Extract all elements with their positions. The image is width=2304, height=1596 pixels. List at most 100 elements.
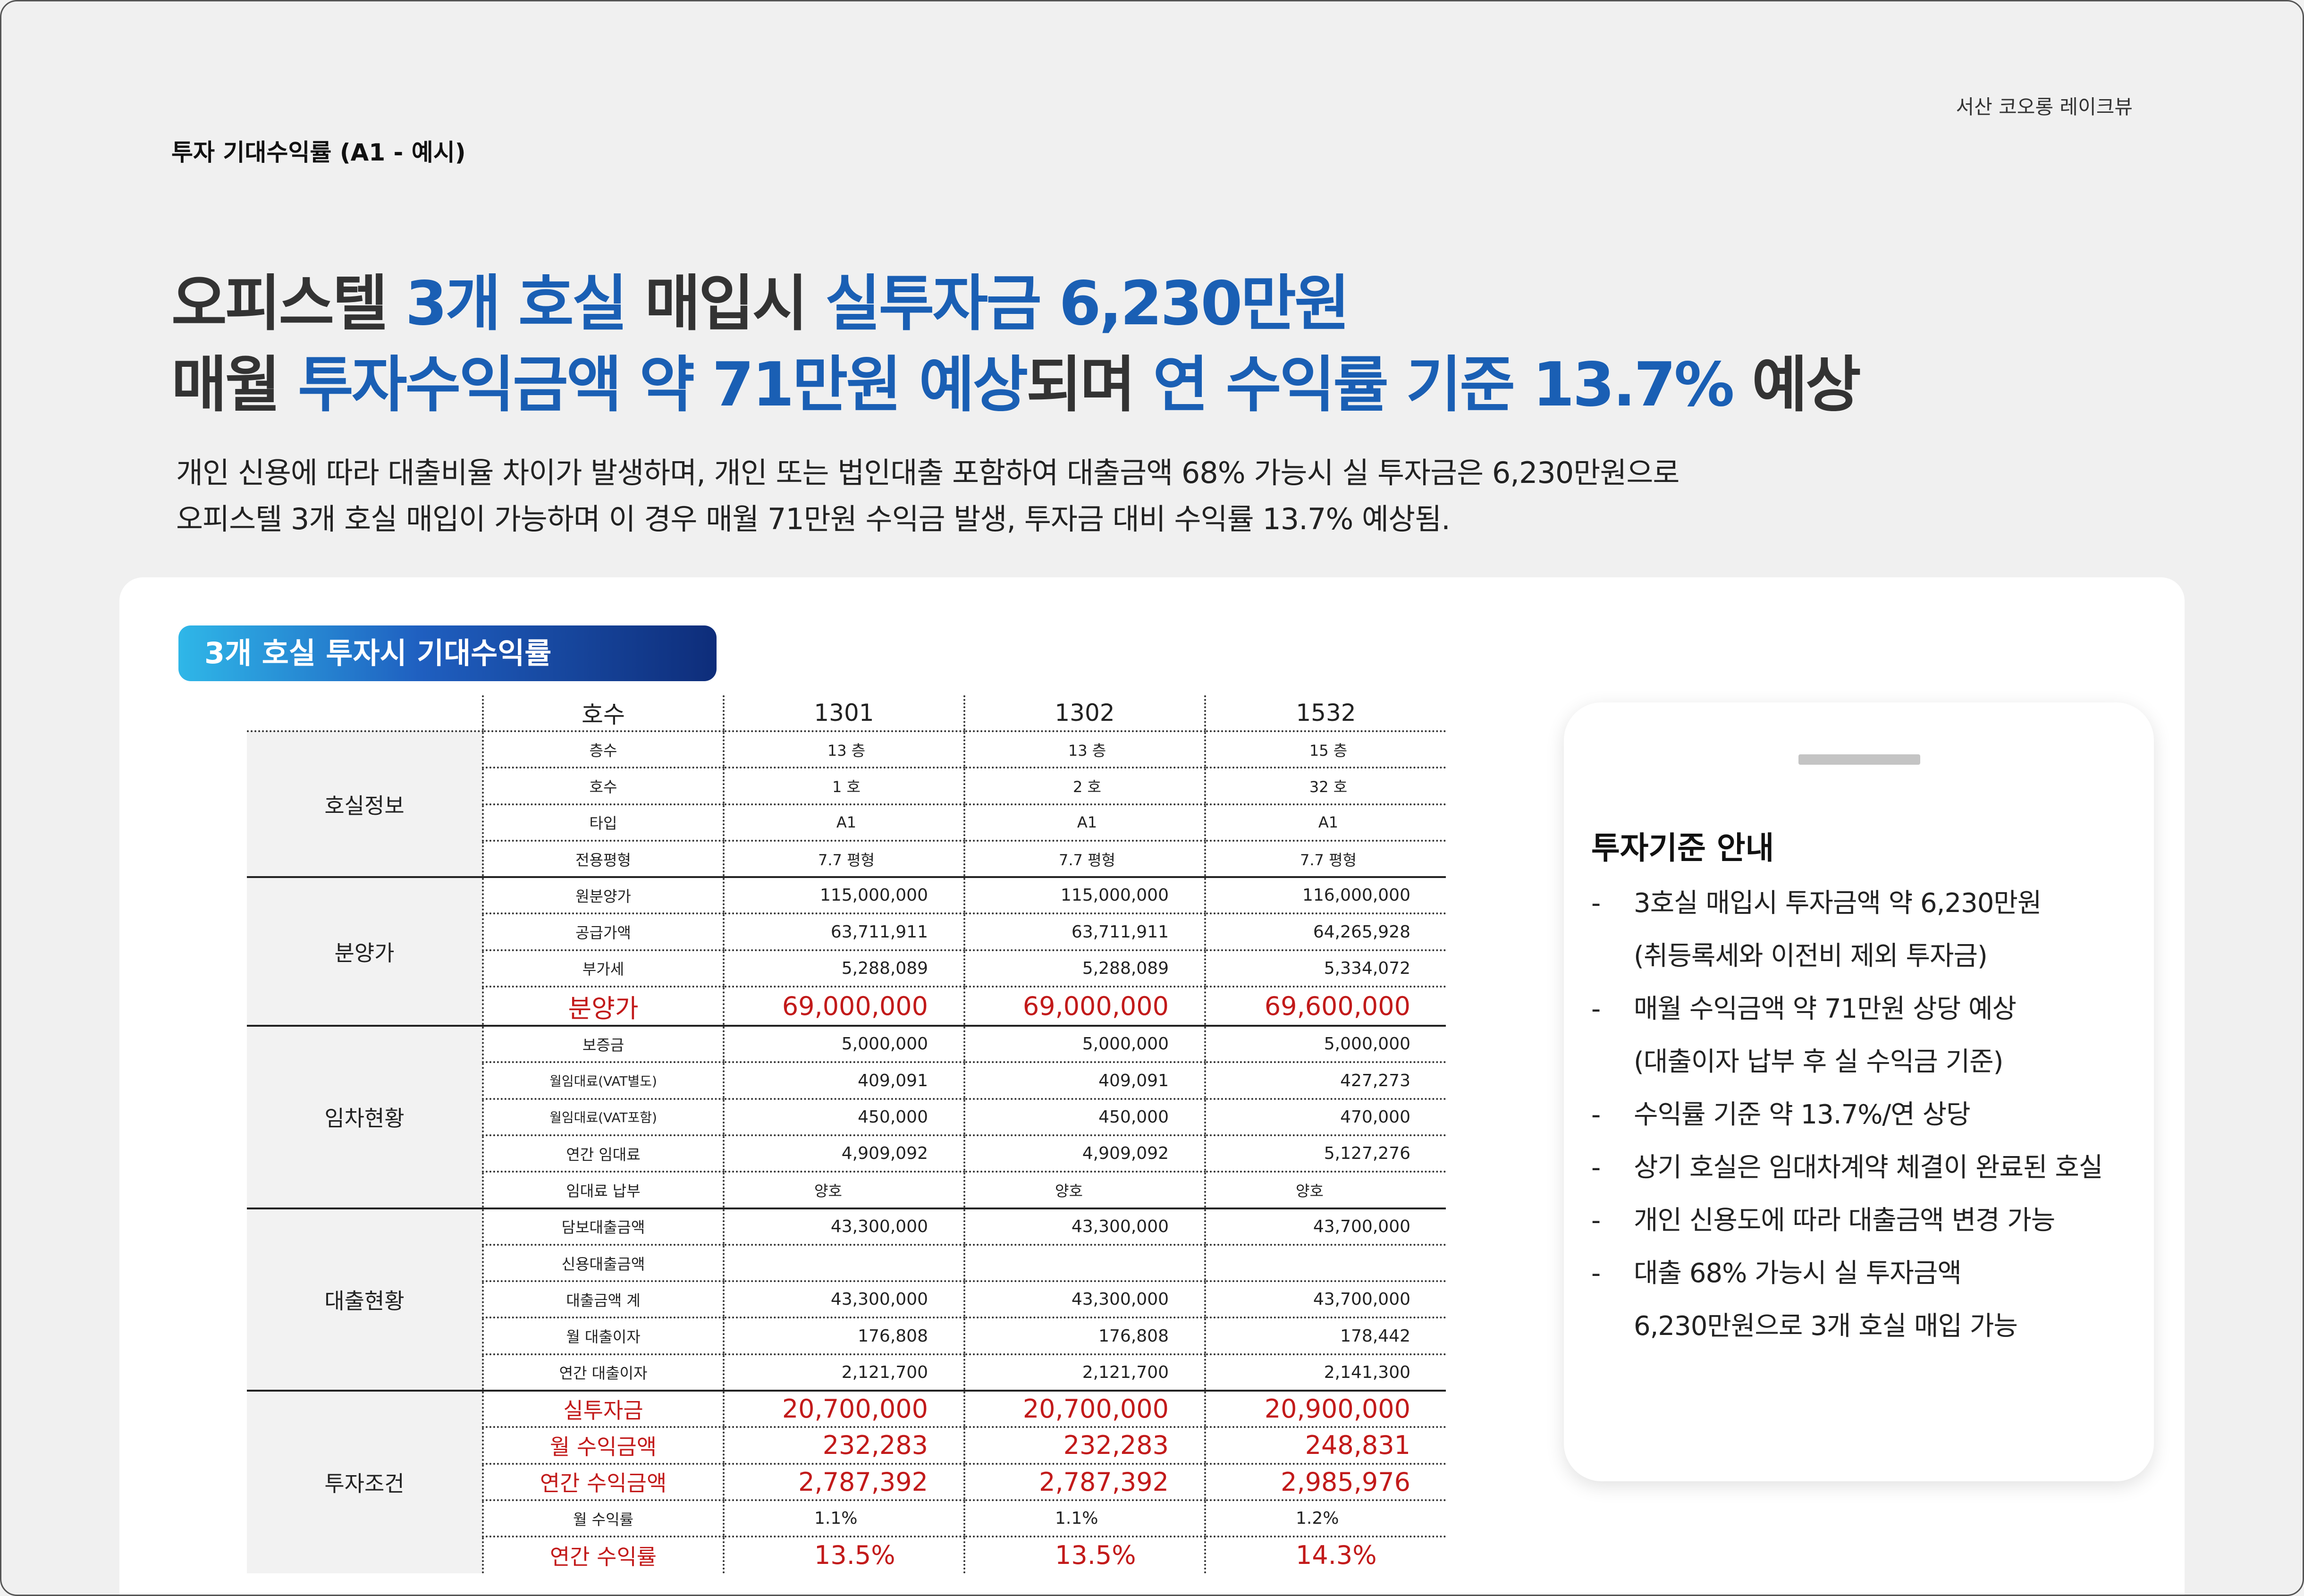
panel-handle [1798,754,1920,765]
row-label: 공급가액 [482,913,724,951]
section-label: 투자 기대수익률 (A1 - 예시) [171,139,466,166]
table-row: 월 수익률 1.1% 1.1% 1.2% [247,1500,1446,1538]
cell: 409,091 [723,1062,964,1100]
guide-item-text: 상기 호실은 임대차계약 체결이 완료된 호실 [1634,1152,2103,1183]
cell: 1 호 [723,768,964,805]
row-label: 월 수익금액 [482,1427,724,1465]
cell: 20,700,000 [963,1391,1205,1428]
guide-item: - 대출 68% 가능시 실 투자금액 6,230만원으로 3개 호실 매입 가… [1591,1247,2144,1353]
guide-item-text: 대출 68% 가능시 실 투자금액 [1634,1258,1962,1289]
cell: A1 [1204,804,1446,842]
table-row: 타입 A1 A1 A1 [247,804,1446,842]
cell: 2,121,700 [723,1354,964,1392]
row-label: 실투자금 [482,1391,724,1428]
group-label: 투자조건 [247,1391,483,1573]
cell: 176,808 [963,1317,1205,1355]
table-row: 투자조건 실투자금 20,700,000 20,700,000 20,900,0… [247,1391,1446,1573]
guide-item-text: 수익률 기준 약 13.7%/연 상당 [1634,1099,1971,1130]
cell: 178,442 [1204,1317,1446,1355]
table-row: 호수 1 호 2 호 32 호 [247,768,1446,805]
cell: 1.1% [723,1500,964,1538]
headline-line-2: 매월 투자수익금액 약 71만원 예상되며 연 수익률 기준 13.7% 예상 [171,345,2201,426]
row-label: 담보대출금액 [482,1208,724,1246]
headline-highlight: 실투자금 6,230만원 [825,269,1350,339]
dash-bullet: - [1591,1099,1601,1130]
guide-item: - 매월 수익금액 약 71만원 상당 예상 (대출이자 납부 후 실 수익금 … [1591,983,2144,1089]
row-label: 연간 대출이자 [482,1354,724,1392]
headline-text: 매월 [171,350,298,420]
guide-item-sub: (취등록세와 이전비 제외 투자금) [1634,941,1988,971]
table-row: 연간 수익률 13.5% 13.5% 14.3% [247,1537,1446,1573]
cell: 43,300,000 [723,1208,964,1246]
header-label: 호수 [482,695,724,732]
table-row: 부가세 5,288,089 5,288,089 5,334,072 [247,950,1446,988]
dash-bullet: - [1591,1205,1601,1236]
header-unit: 1302 [963,695,1205,732]
cell: 5,000,000 [1204,1026,1446,1064]
row-label: 임대료 납부 [482,1172,724,1209]
table-row: 연간 대출이자 2,121,700 2,121,700 2,141,300 [247,1354,1446,1392]
table-row: 신용대출금액 [247,1244,1446,1283]
header-unit: 1532 [1204,695,1446,732]
row-label: 대출금액 계 [482,1281,724,1319]
cell: 32 호 [1204,768,1446,805]
row-label: 월임대료(VAT별도) [482,1062,724,1100]
guide-item: - 상기 호실은 임대차계약 체결이 완료된 호실 [1591,1141,2144,1194]
cell: 양호 [963,1172,1205,1209]
group-label: 임차현황 [247,1026,483,1209]
headline-highlight: 3개 호실 [405,269,628,339]
table-row: 연간 수익금액 2,787,392 2,787,392 2,985,976 [247,1463,1446,1501]
guide-item-text: 개인 신용도에 따라 대출금액 변경 가능 [1634,1205,2055,1236]
row-label: 연간 임대료 [482,1135,724,1173]
table-row: 월 수익금액 232,283 232,283 248,831 [247,1427,1446,1465]
row-label: 부가세 [482,950,724,988]
row-label: 보증금 [482,1026,724,1064]
cell [723,1244,964,1283]
headline: 오피스텔 3개 호실 매입시 실투자금 6,230만원 매월 투자수익금액 약 … [171,263,2201,426]
cell: 5,000,000 [723,1026,964,1064]
description-line: 오피스텔 3개 호실 매입이 가능하며 이 경우 매월 71만원 수익금 발생,… [176,502,1451,536]
cell: 69,000,000 [723,987,964,1027]
cell [963,1244,1205,1283]
headline-highlight: 연 수익률 기준 13.7% [1153,350,1734,420]
cell: 양호 [1204,1172,1446,1209]
group-label: 호실정보 [247,731,483,878]
table-row: 연간 임대료 4,909,092 4,909,092 5,127,276 [247,1135,1446,1173]
table-row: 분양가 69,000,000 69,000,000 69,600,000 [247,987,1446,1027]
row-label: 연간 수익률 [482,1537,724,1573]
dash-bullet: - [1591,1152,1601,1183]
cell: 5,127,276 [1204,1135,1446,1173]
guide-list: - 3호실 매입시 투자금액 약 6,230만원 (취등록세와 이전비 제외 투… [1591,877,2144,1353]
row-label: 원분양가 [482,877,724,915]
row-label: 층수 [482,731,724,769]
cell: 248,831 [1204,1427,1446,1465]
cell: 7.7 평형 [1204,840,1446,878]
table-row: 호실정보 층수 13 층 13 층 15 층 [247,731,1446,878]
dash-bullet: - [1591,994,1601,1024]
cell: 13 층 [723,731,964,769]
card-title: 3개 호실 투자시 기대수익률 [178,625,717,681]
brand-name: 서산 코오롱 레이크뷰 [1956,95,2133,118]
guide-item-text: 매월 수익금액 약 71만원 상당 예상 [1634,994,2017,1024]
cell: 470,000 [1204,1098,1446,1136]
cell [1204,1244,1446,1283]
cell: 69,600,000 [1204,987,1446,1027]
cell: 115,000,000 [723,877,964,915]
cell: A1 [963,804,1205,842]
cell: 2,141,300 [1204,1354,1446,1392]
cell: 5,288,089 [723,950,964,988]
guide-item-sub: 6,230만원으로 3개 호실 매입 가능 [1634,1311,2018,1342]
cell: 1.2% [1204,1500,1446,1538]
cell: 양호 [723,1172,964,1209]
description-line: 개인 신용에 따라 대출비율 차이가 발생하며, 개인 또는 법인대출 포함하여… [176,456,1679,490]
description: 개인 신용에 따라 대출비율 차이가 발생하며, 개인 또는 법인대출 포함하여… [176,450,2206,542]
dash-bullet: - [1591,1258,1601,1289]
cell: 20,900,000 [1204,1391,1446,1428]
headline-text: 오피스텔 [171,269,405,339]
guide-item: - 수익률 기준 약 13.7%/연 상당 [1591,1089,2144,1141]
cell: 64,265,928 [1204,913,1446,951]
headline-line-1: 오피스텔 3개 호실 매입시 실투자금 6,230만원 [171,263,2201,345]
cell: 7.7 평형 [963,840,1205,878]
header-blank [247,695,483,732]
